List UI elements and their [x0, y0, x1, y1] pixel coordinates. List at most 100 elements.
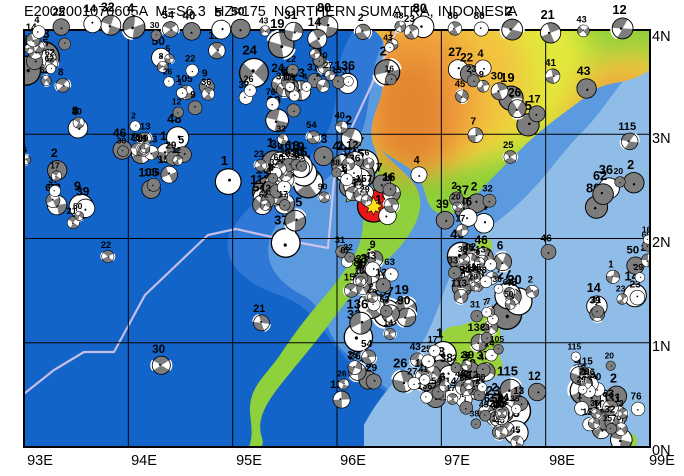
svg-text:29: 29 — [360, 184, 370, 194]
svg-text:50: 50 — [476, 372, 486, 382]
svg-text:31: 31 — [591, 295, 601, 305]
svg-text:63: 63 — [384, 257, 395, 268]
svg-text:4: 4 — [414, 155, 420, 167]
svg-text:19: 19 — [139, 133, 149, 143]
svg-text:25: 25 — [503, 140, 514, 151]
svg-text:4: 4 — [477, 48, 483, 60]
svg-text:0N: 0N — [652, 443, 671, 459]
svg-text:39: 39 — [436, 198, 449, 211]
svg-text:2: 2 — [131, 111, 136, 121]
svg-text:43: 43 — [410, 342, 421, 353]
svg-text:43: 43 — [259, 15, 269, 25]
svg-text:43: 43 — [577, 14, 587, 24]
svg-text:24: 24 — [242, 43, 257, 58]
svg-text:105: 105 — [144, 168, 161, 179]
svg-text:45: 45 — [479, 400, 489, 410]
svg-text:22: 22 — [185, 54, 195, 64]
svg-text:115: 115 — [568, 342, 582, 352]
svg-text:38: 38 — [458, 244, 468, 254]
svg-text:40: 40 — [72, 107, 82, 117]
svg-text:1: 1 — [608, 260, 614, 271]
svg-text:94E: 94E — [131, 453, 157, 469]
svg-text:31: 31 — [284, 8, 298, 22]
svg-text:27: 27 — [407, 367, 417, 377]
svg-text:62: 62 — [379, 295, 389, 305]
svg-text:8: 8 — [58, 68, 64, 79]
svg-text:38: 38 — [330, 157, 340, 167]
svg-text:27: 27 — [460, 350, 470, 360]
svg-text:23: 23 — [616, 283, 626, 293]
svg-text:76: 76 — [266, 86, 276, 97]
svg-text:62: 62 — [259, 190, 269, 200]
svg-text:7: 7 — [486, 248, 491, 258]
svg-text:36: 36 — [492, 274, 502, 284]
svg-text:50: 50 — [626, 245, 639, 257]
svg-text:9: 9 — [475, 247, 480, 257]
svg-text:26: 26 — [163, 66, 173, 76]
svg-text:2: 2 — [506, 4, 513, 19]
svg-text:17: 17 — [50, 160, 60, 170]
svg-text:80: 80 — [447, 11, 458, 22]
svg-text:32: 32 — [276, 123, 286, 133]
svg-text:6: 6 — [364, 147, 369, 157]
svg-text:41: 41 — [418, 364, 428, 374]
svg-text:2: 2 — [51, 146, 58, 160]
svg-text:23: 23 — [466, 64, 476, 74]
svg-text:20: 20 — [469, 271, 479, 281]
svg-text:115: 115 — [497, 364, 518, 379]
svg-text:45: 45 — [295, 151, 305, 161]
svg-text:4N: 4N — [652, 29, 671, 45]
svg-text:8: 8 — [342, 163, 347, 173]
svg-text:25: 25 — [53, 7, 65, 19]
svg-text:7: 7 — [483, 297, 488, 307]
svg-text:36: 36 — [590, 398, 600, 408]
svg-text:97E: 97E — [444, 453, 470, 469]
svg-text:4: 4 — [479, 353, 485, 364]
svg-text:17: 17 — [428, 335, 438, 345]
svg-text:23: 23 — [480, 322, 490, 332]
svg-text:62: 62 — [45, 54, 55, 64]
svg-text:12: 12 — [612, 2, 626, 17]
svg-text:2: 2 — [610, 372, 617, 386]
svg-text:136: 136 — [347, 297, 369, 312]
svg-text:39: 39 — [76, 185, 90, 199]
svg-text:33: 33 — [448, 255, 458, 266]
svg-text:98E: 98E — [549, 453, 575, 469]
svg-text:90: 90 — [318, 181, 328, 191]
svg-text:1N: 1N — [652, 339, 671, 355]
svg-text:29: 29 — [382, 172, 393, 183]
svg-text:29: 29 — [634, 262, 644, 272]
svg-text:4: 4 — [34, 14, 40, 25]
svg-text:23: 23 — [254, 149, 264, 159]
svg-text:20: 20 — [605, 351, 615, 361]
svg-text:9: 9 — [479, 70, 484, 80]
svg-text:3N: 3N — [652, 131, 671, 147]
svg-text:43: 43 — [365, 251, 377, 262]
svg-text:54: 54 — [361, 339, 373, 350]
svg-text:7: 7 — [470, 117, 476, 128]
svg-text:50: 50 — [231, 5, 245, 19]
svg-text:17: 17 — [284, 72, 294, 82]
svg-text:48: 48 — [394, 11, 404, 21]
svg-text:31: 31 — [342, 66, 352, 76]
svg-text:60: 60 — [73, 201, 83, 211]
svg-text:20: 20 — [451, 192, 461, 202]
svg-text:50: 50 — [504, 289, 514, 299]
svg-text:26: 26 — [508, 86, 521, 99]
svg-text:35: 35 — [510, 394, 520, 404]
svg-text:2: 2 — [528, 274, 533, 285]
svg-text:5: 5 — [215, 6, 222, 20]
svg-text:43: 43 — [577, 64, 591, 78]
svg-text:21: 21 — [253, 303, 265, 315]
svg-text:4: 4 — [127, 0, 135, 15]
svg-text:30: 30 — [152, 343, 166, 356]
svg-text:16: 16 — [355, 266, 365, 276]
svg-text:25: 25 — [347, 350, 358, 361]
svg-text:8: 8 — [159, 51, 164, 61]
svg-text:22: 22 — [101, 240, 111, 250]
svg-text:43: 43 — [383, 33, 393, 43]
svg-text:1: 1 — [221, 153, 228, 168]
svg-text:29: 29 — [366, 363, 378, 374]
svg-text:157: 157 — [603, 413, 617, 423]
svg-text:19: 19 — [270, 16, 284, 31]
